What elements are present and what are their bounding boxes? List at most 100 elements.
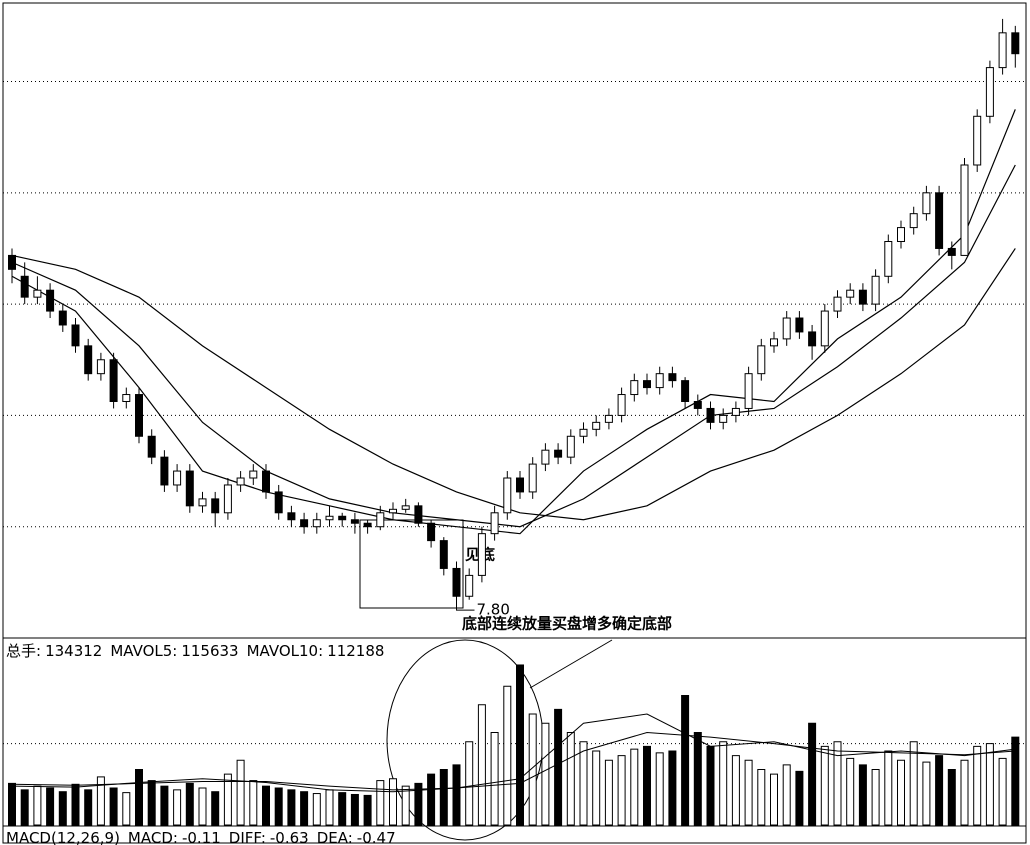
candle-body [160, 456, 169, 486]
volume-bar [985, 743, 994, 826]
volume-bar [325, 789, 334, 826]
volume-bar [871, 769, 880, 826]
candle-body [795, 317, 804, 333]
volume-bar [401, 785, 410, 826]
indicator-legend: MACD(12,26,9) MACD: -0.11 DIFF: -0.63 DEA: -0.… [6, 829, 396, 845]
volume-bar [490, 732, 499, 826]
candle-body [350, 519, 359, 524]
callout-line [529, 639, 613, 689]
volume-bar [998, 757, 1007, 826]
volume-bar [579, 741, 588, 826]
volume-bar [897, 759, 905, 826]
indicator-item-name: DEA: [317, 829, 353, 845]
candle-body [427, 522, 436, 542]
volume-bar [833, 741, 842, 826]
candle-body [973, 115, 982, 166]
volume-bar [770, 773, 778, 826]
candle-body [998, 32, 1007, 69]
candle-body [744, 373, 753, 409]
volume-average [11, 713, 1016, 793]
candle-body [122, 394, 131, 402]
candle-body [135, 394, 143, 437]
candle-body [693, 400, 702, 409]
legend-name: MAVOL5: [110, 642, 177, 660]
candle-body [604, 414, 613, 423]
candle-body [452, 567, 461, 597]
candle-body [820, 310, 829, 347]
volume-bar [287, 789, 296, 826]
legend-name: MAVOL10: [247, 642, 324, 660]
candle-body [262, 470, 270, 493]
candle-body [96, 359, 105, 375]
volume-bar [147, 780, 156, 826]
volume-bar [439, 769, 448, 826]
candle-body [503, 477, 512, 514]
legend-name: 总手: [6, 642, 41, 660]
candle-body [871, 275, 880, 305]
volume-bar [20, 789, 29, 826]
volume-bar [693, 732, 702, 826]
candle-body [401, 505, 410, 510]
candle-body [363, 522, 372, 528]
callout-text: 底部连续放量买盘增多确定底部 [462, 615, 672, 633]
candle-body [782, 317, 791, 340]
indicator-item-name: MACD: [128, 829, 178, 845]
volume-bar [58, 791, 67, 826]
volume-bar [452, 764, 461, 826]
volume-bar [109, 787, 118, 826]
candle-body [20, 275, 29, 298]
candle-body [731, 407, 740, 416]
candle-body [846, 289, 855, 298]
candle-body [376, 512, 385, 528]
legend-value: 115633 [181, 642, 238, 660]
volume-bar [414, 782, 423, 826]
candle-body [554, 449, 563, 458]
volume-bar [477, 704, 486, 826]
volume-bar [262, 785, 270, 826]
volume-bar [427, 773, 436, 826]
candle-body [8, 254, 16, 270]
volume-bar [160, 785, 169, 826]
candle-body [274, 491, 283, 514]
candle-body [858, 289, 867, 305]
volume-bar [719, 741, 728, 826]
candle-body [236, 477, 245, 486]
volume-bar [617, 755, 626, 826]
volume-bar [465, 741, 474, 826]
candle-body [477, 533, 486, 576]
volume-bar [236, 759, 245, 826]
volume-bar [630, 748, 639, 826]
candle-body [389, 508, 397, 514]
volume-bar [884, 750, 893, 826]
legend-value: 134312 [45, 642, 102, 660]
candle-body [719, 414, 728, 423]
volume-bar [795, 770, 804, 826]
indicator-item-value: -0.47 [357, 829, 396, 845]
candle-body [439, 540, 448, 569]
volume-bar [211, 791, 220, 826]
candle-body [109, 359, 118, 402]
volume-bar [820, 745, 829, 826]
candle-body [643, 380, 651, 389]
candle-body [808, 331, 817, 347]
candle-body [516, 477, 524, 493]
candle-body [312, 519, 321, 528]
candle-body [668, 373, 677, 382]
candle-body [541, 449, 550, 465]
volume-bar [909, 741, 918, 826]
volume-bar [922, 761, 931, 826]
candle-body [528, 463, 537, 493]
candle-body [935, 192, 944, 249]
volume-bar [973, 745, 982, 826]
volume-bar [757, 769, 766, 826]
volume-bar [173, 789, 182, 826]
volume-bar [782, 764, 791, 826]
candle-body [681, 380, 690, 402]
volume-bar [135, 769, 143, 826]
volume-bar [71, 783, 80, 826]
volume-bar [681, 695, 690, 826]
candle-body [287, 512, 296, 521]
low-pointer [456, 602, 475, 611]
indicator-item-value: -0.63 [270, 829, 309, 845]
